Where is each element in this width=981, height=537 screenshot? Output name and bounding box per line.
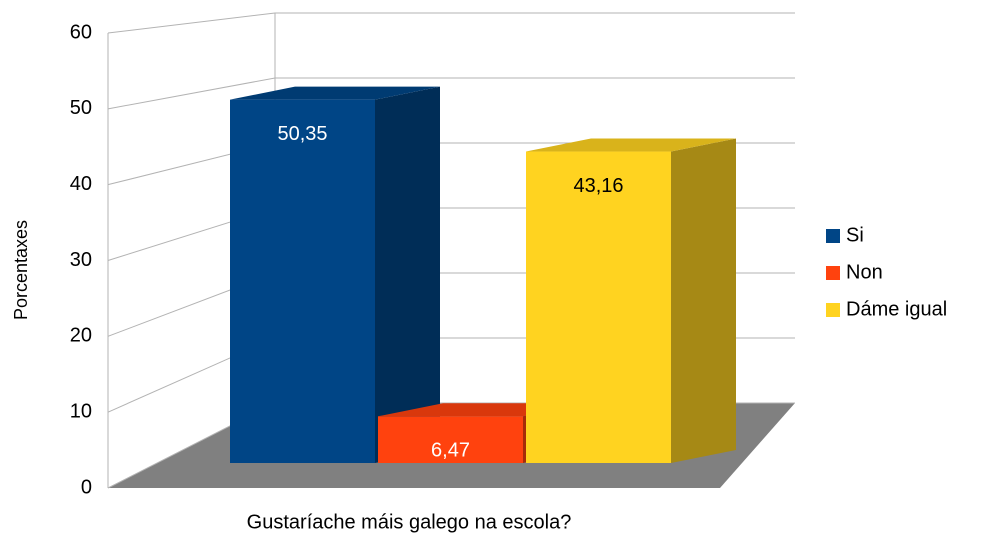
- legend-label: Non: [846, 261, 883, 283]
- bar: [378, 416, 523, 463]
- legend-swatch: [826, 266, 840, 280]
- bar-top: [230, 86, 440, 100]
- bar: [230, 99, 375, 463]
- y-tick-label: 10: [70, 400, 92, 422]
- bar: [526, 151, 671, 463]
- legend-label: Dáme igual: [846, 298, 947, 320]
- y-axis-title: Porcentaxes: [11, 220, 31, 320]
- bar-top: [526, 138, 736, 152]
- y-tick-label: 50: [70, 97, 92, 119]
- y-tick-label: 40: [70, 173, 92, 195]
- grid-line: [107, 77, 795, 110]
- y-tick-label: 0: [81, 476, 92, 498]
- legend-swatch: [826, 229, 840, 243]
- legend-label: Si: [846, 224, 864, 246]
- y-tick-label: 20: [70, 325, 92, 347]
- y-tick-label: 30: [70, 249, 92, 271]
- value-label: 6,47: [431, 440, 470, 462]
- bar-side: [671, 138, 736, 463]
- bar-side: [375, 86, 440, 463]
- x-axis-title: Gustaríache máis galego na escola?: [247, 511, 572, 533]
- value-label: 43,16: [573, 175, 623, 197]
- y-tick-label: 60: [70, 21, 92, 43]
- grid-line: [107, 12, 795, 34]
- value-label: 50,35: [277, 123, 327, 145]
- legend-swatch: [826, 303, 840, 317]
